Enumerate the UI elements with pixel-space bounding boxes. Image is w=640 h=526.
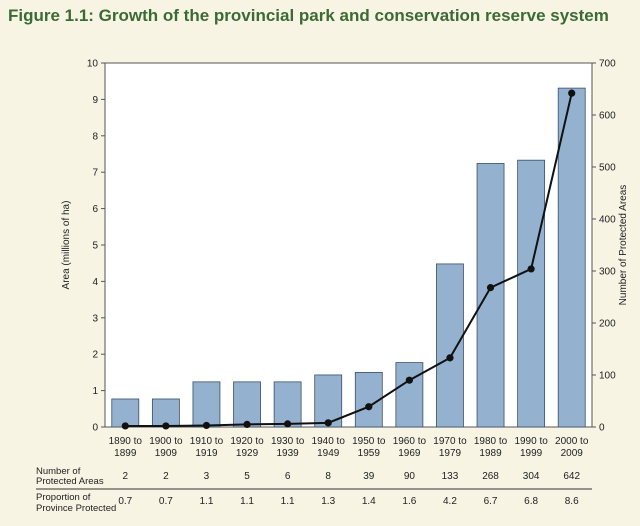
table-row2-value: 1.1 — [200, 496, 214, 507]
x-tick-label-line2: 1939 — [277, 448, 300, 459]
table-row2-value: 6.7 — [484, 496, 498, 507]
x-tick-label-line2: 1949 — [317, 448, 340, 459]
table-row2-value: 0.7 — [118, 496, 132, 507]
table-row1-value: 304 — [523, 471, 540, 482]
protected-areas-line — [125, 92, 573, 427]
table-row1-value: 642 — [563, 471, 580, 482]
table-row1-value: 90 — [404, 471, 416, 482]
x-tick-label-line2: 1979 — [439, 448, 462, 459]
table-row2-label-line1: Proportion of — [36, 492, 91, 503]
bar — [557, 87, 586, 428]
table-row2-value: 1.1 — [240, 496, 254, 507]
x-tick-label-line2: 2009 — [561, 448, 584, 459]
y-left-tick-label: 7 — [92, 168, 98, 179]
table-row2-value: 1.6 — [402, 496, 416, 507]
y-right-tick-label: 300 — [599, 267, 616, 278]
y-left-tick-label: 2 — [92, 350, 98, 361]
bar — [395, 362, 424, 428]
protected-areas-point — [202, 421, 211, 430]
protected-areas-point — [162, 422, 170, 430]
table-row1-value: 39 — [363, 471, 375, 482]
table-row1-value: 3 — [204, 471, 210, 482]
bar — [436, 263, 464, 428]
y-left-tick-label: 8 — [92, 131, 98, 142]
bar — [354, 371, 383, 428]
table-row2-value: 4.2 — [443, 496, 457, 507]
x-tick-label-line2: 1919 — [195, 448, 218, 459]
table-row2-label-line2: Province Protected — [36, 503, 116, 514]
x-tick-label-line2: 1969 — [398, 448, 421, 459]
table-row2-value: 0.7 — [159, 496, 173, 507]
x-tick-label-line1: 1930 to — [271, 436, 305, 447]
y-right-tick-label: 600 — [599, 111, 616, 122]
protected-areas-point — [568, 89, 576, 97]
y-left-tick-label: 4 — [92, 277, 98, 288]
x-tick-label-line2: 1909 — [155, 448, 178, 459]
bar — [192, 381, 221, 428]
table-row2-value: 1.1 — [281, 496, 295, 507]
table-row2-value: 1.4 — [362, 496, 376, 507]
y-right-tick-label: 700 — [599, 59, 616, 70]
y-left-tick-label: 3 — [92, 313, 98, 324]
table-row1-value: 2 — [123, 471, 129, 482]
protected-areas-point — [365, 403, 373, 411]
x-tick-label-line1: 2000 to — [555, 436, 589, 447]
protected-areas-point — [284, 420, 292, 428]
x-tick-label-line1: 1990 to — [514, 436, 548, 447]
y-left-tick-label: 0 — [92, 423, 98, 434]
plot-area — [104, 62, 593, 428]
y-right-axis-label: Number of Protected Areas — [618, 185, 629, 306]
bar — [476, 163, 505, 428]
y-left-tick-label: 5 — [92, 241, 98, 252]
protected-areas-point — [324, 419, 332, 427]
y-left-tick-label: 9 — [92, 95, 98, 106]
protected-areas-point — [243, 420, 251, 428]
table-row1-value: 5 — [244, 471, 250, 482]
table-row1-label-line2: Protected Areas — [36, 476, 104, 487]
y-right-tick-label: 400 — [599, 215, 616, 226]
x-tick-label-line2: 1899 — [114, 448, 137, 459]
protected-areas-point — [486, 284, 495, 292]
table-row1-value: 268 — [482, 471, 499, 482]
protected-areas-point — [527, 265, 535, 273]
table-row1-label-line1: Number of — [36, 466, 81, 477]
protected-areas-point — [446, 354, 454, 362]
y-left-tick-label: 1 — [92, 386, 98, 397]
y-right-tick-label: 100 — [599, 371, 616, 382]
table-row2-value: 1.3 — [321, 496, 335, 507]
x-tick-label-line1: 1920 to — [230, 436, 264, 447]
bar — [273, 381, 302, 428]
y-left-axis-label: Area (millions of ha) — [61, 201, 72, 290]
table-row2-value: 6.8 — [524, 496, 538, 507]
table-row1-value: 8 — [325, 471, 331, 482]
x-tick-label-line2: 1999 — [520, 448, 543, 459]
bar — [517, 159, 546, 428]
y-right-tick-label: 500 — [599, 163, 616, 174]
x-tick-label-line1: 1950 to — [352, 436, 386, 447]
x-tick-label-line1: 1960 to — [393, 436, 427, 447]
x-tick-label-line1: 1980 to — [474, 436, 508, 447]
chart-title: Figure 1.1: Growth of the provincial par… — [8, 6, 609, 25]
x-tick-label-line2: 1989 — [479, 448, 502, 459]
y-left-tick-label: 6 — [92, 204, 98, 215]
x-tick-label-line1: 1940 to — [312, 436, 346, 447]
x-tick-label-line1: 1910 to — [190, 436, 224, 447]
bar — [111, 398, 140, 428]
table-row1-value: 2 — [163, 471, 169, 482]
x-tick-label-line1: 1970 to — [433, 436, 467, 447]
x-tick-label-line2: 1959 — [358, 448, 381, 459]
table-row1-value: 6 — [285, 471, 291, 482]
x-tick-label-line1: 1890 to — [109, 436, 143, 447]
y-right-tick-label: 200 — [599, 319, 616, 330]
protected-areas-point — [121, 422, 129, 430]
table-row1-value: 133 — [442, 471, 459, 482]
table-row2-value: 8.6 — [565, 496, 579, 507]
y-right-tick-label: 0 — [599, 423, 605, 434]
x-tick-label-line2: 1929 — [236, 448, 259, 459]
protected-areas-point — [405, 376, 413, 384]
bar — [233, 381, 261, 428]
x-tick-label-line1: 1900 to — [149, 436, 183, 447]
y-left-tick-label: 10 — [87, 59, 99, 70]
